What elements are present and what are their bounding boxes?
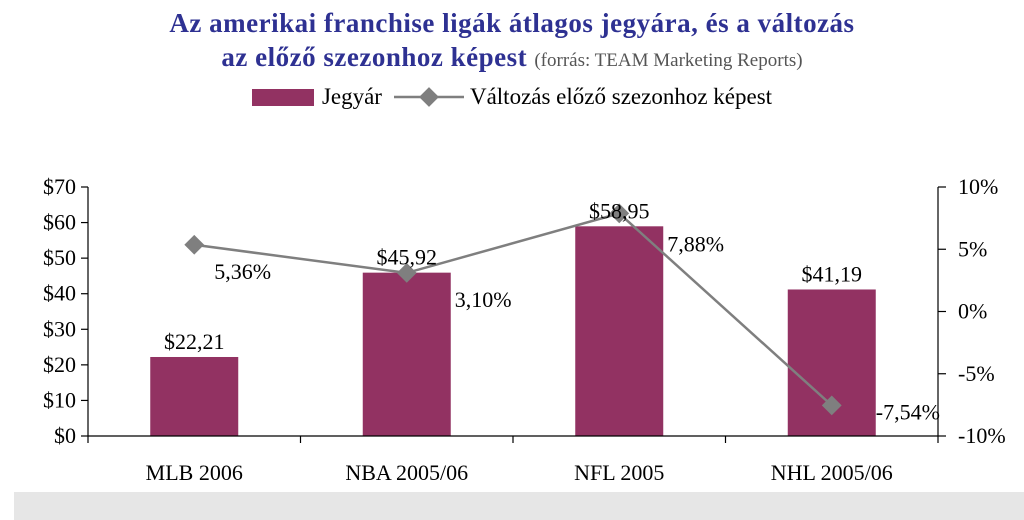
y-left-tick-label: $60: [43, 210, 76, 235]
x-tick-label: NBA 2005/06: [345, 460, 468, 485]
chart-source: (forrás: TEAM Marketing Reports): [534, 50, 803, 71]
bar-data-label: $58,95: [589, 198, 650, 223]
y-left-tick-label: $70: [43, 174, 76, 199]
x-tick-label: MLB 2006: [146, 460, 243, 485]
chart-title-line2-text: az előző szezonhoz képest: [221, 42, 528, 72]
chart-legend: Jegyár Változás előző szezonhoz képest: [0, 84, 1024, 110]
y-right-tick-label: -10%: [958, 423, 1006, 448]
change-marker: [821, 395, 842, 416]
y-left-tick-label: $40: [43, 281, 76, 306]
y-right-tick-label: 10%: [958, 174, 998, 199]
line-data-label: -7,54%: [876, 399, 940, 424]
y-left-tick-label: $30: [43, 316, 76, 341]
change-line: [194, 212, 833, 407]
change-marker: [396, 263, 417, 283]
legend-bar-label: Jegyár: [321, 84, 382, 109]
line-data-label: 5,36%: [214, 259, 271, 284]
bar: [575, 226, 664, 436]
legend-line-label: Változás előző szezonhoz képest: [469, 84, 773, 109]
bar-data-label: $45,92: [377, 245, 438, 270]
legend-line-swatch: [393, 87, 464, 107]
bar: [362, 272, 451, 436]
footer-band: [14, 492, 1024, 520]
y-right-tick-label: -5%: [958, 361, 995, 386]
bar-data-label: $22,21: [164, 329, 225, 354]
x-tick-label: NFL 2005: [574, 460, 664, 485]
bar: [150, 356, 239, 436]
line-data-label: 3,10%: [455, 287, 512, 312]
y-right-tick-label: 0%: [958, 299, 987, 324]
y-left-tick-label: $10: [43, 387, 76, 412]
y-right-tick-label: 5%: [958, 236, 987, 261]
y-left-tick-label: $20: [43, 352, 76, 377]
change-marker: [184, 234, 205, 255]
line-data-label: 7,88%: [667, 231, 724, 256]
legend-bar-swatch: [251, 88, 314, 106]
chart-title-line1: Az amerikai franchise ligák átlagos jegy…: [169, 8, 855, 38]
chart-title: Az amerikai franchise ligák átlagos jegy…: [0, 6, 1024, 78]
y-left-tick-label: $0: [54, 423, 76, 448]
y-left-tick-label: $50: [43, 245, 76, 270]
x-tick-label: NHL 2005/06: [771, 460, 893, 485]
chart-title-line2: az előző szezonhoz képest (forrás: TEAM …: [0, 40, 1024, 78]
chart-plot: $0 $10 $20 $30 $40 $50 $60 $70 -10% -5% 0% 5% 10% MLB…: [43, 174, 1006, 485]
bar-data-label: $41,19: [802, 261, 863, 286]
